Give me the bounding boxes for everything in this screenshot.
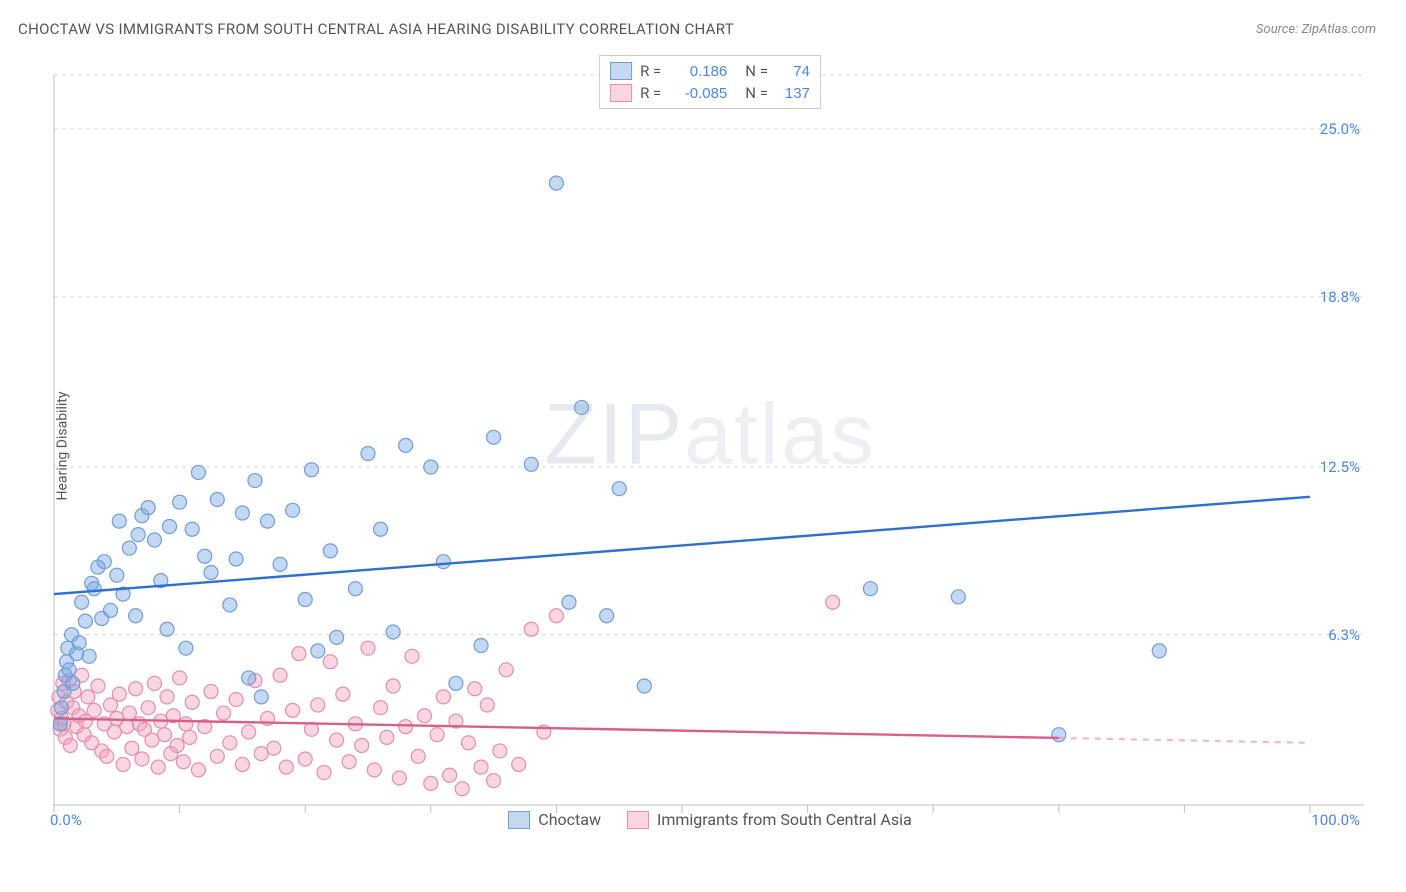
legend-swatch	[610, 62, 632, 80]
legend-r-value: -0.085	[669, 85, 727, 102]
legend-correlation-row: R = 0.186 N = 74	[610, 60, 810, 82]
plot-area: ZIPatlas R = 0.186N = 74R = -0.085N = 13…	[50, 55, 1370, 825]
legend-r-label: R =	[640, 62, 661, 80]
y-tick-label: 6.3%	[1328, 626, 1360, 644]
chart-title: CHOCTAW VS IMMIGRANTS FROM SOUTH CENTRAL…	[18, 20, 734, 38]
y-tick-label: 25.0%	[1320, 120, 1360, 138]
y-tick-label: 12.5%	[1320, 458, 1360, 476]
legend-n-label: N =	[745, 84, 768, 102]
scatter-plot-svg	[50, 55, 1370, 825]
legend-correlation-row: R = -0.085 N = 137	[610, 82, 810, 104]
source-name: ZipAtlas.com	[1301, 22, 1376, 37]
legend-n-label: N =	[745, 62, 768, 80]
source-prefix: Source:	[1256, 22, 1301, 37]
legend-n-value: 74	[776, 63, 810, 80]
legend-series-label: Choctaw	[538, 810, 601, 829]
legend-swatch	[610, 84, 632, 102]
legend-swatch	[508, 811, 530, 829]
legend-correlation-box: R = 0.186 N = 74 R = -0.085 N = 137	[599, 55, 821, 109]
legend-r-value: 0.186	[669, 63, 727, 80]
legend-r-label: R =	[640, 84, 661, 102]
legend-swatch	[627, 811, 649, 829]
legend-series-label: Immigrants from South Central Asia	[657, 810, 912, 829]
y-tick-label: 18.8%	[1320, 288, 1360, 306]
source-attribution: Source: ZipAtlas.com	[1256, 22, 1376, 37]
legend-series-item: Choctaw	[508, 810, 601, 829]
legend-series: Choctaw Immigrants from South Central Asi…	[50, 810, 1370, 829]
legend-series-item: Immigrants from South Central Asia	[627, 810, 912, 829]
legend-n-value: 137	[776, 85, 810, 102]
